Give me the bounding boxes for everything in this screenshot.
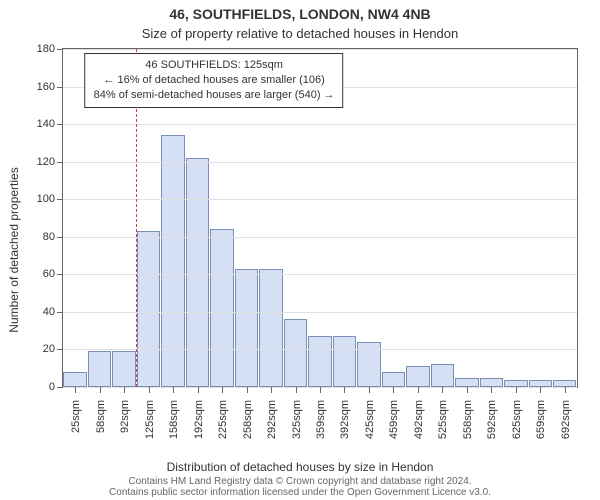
- chart-title-line1: 46, SOUTHFIELDS, LONDON, NW4 4NB: [0, 6, 600, 22]
- x-tick: [173, 387, 174, 393]
- bar: [186, 158, 209, 387]
- bar: [112, 351, 135, 387]
- y-tick-label: 80: [43, 231, 63, 243]
- x-tick: [565, 387, 566, 393]
- x-tick: [418, 387, 419, 393]
- bar: [455, 378, 478, 387]
- x-tick-label: 525sqm: [435, 400, 449, 439]
- x-tick-label: 359sqm: [313, 400, 327, 439]
- x-tick: [467, 387, 468, 393]
- x-tick-label: 125sqm: [142, 400, 156, 439]
- x-tick: [393, 387, 394, 393]
- gridline: [63, 312, 577, 313]
- bar: [406, 366, 429, 387]
- x-tick-label: 58sqm: [93, 400, 107, 433]
- x-tick-label: 258sqm: [240, 400, 254, 439]
- x-tick-label: 92sqm: [117, 400, 131, 433]
- bar: [480, 378, 503, 387]
- bar: [431, 364, 454, 387]
- x-tick-label: 292sqm: [264, 400, 278, 439]
- x-tick: [442, 387, 443, 393]
- x-tick-label: 325sqm: [289, 400, 303, 439]
- y-tick-label: 40: [43, 306, 63, 318]
- bar: [504, 380, 527, 388]
- x-axis-label: Distribution of detached houses by size …: [0, 460, 600, 474]
- x-tick: [100, 387, 101, 393]
- gridline: [63, 237, 577, 238]
- x-tick: [516, 387, 517, 393]
- y-tick-label: 160: [37, 81, 63, 93]
- bar: [308, 336, 331, 387]
- bar: [63, 372, 86, 387]
- bar: [259, 269, 282, 387]
- gridline: [63, 49, 577, 50]
- x-tick: [271, 387, 272, 393]
- bar: [137, 231, 160, 387]
- bar: [88, 351, 111, 387]
- x-tick: [198, 387, 199, 393]
- annotation-line3: 84% of semi-detached houses are larger (…: [94, 88, 335, 103]
- x-tick: [222, 387, 223, 393]
- x-tick: [540, 387, 541, 393]
- bar: [284, 319, 307, 387]
- footnote: Contains HM Land Registry data © Crown c…: [0, 476, 600, 498]
- bar: [382, 372, 405, 387]
- x-tick-label: 392sqm: [337, 400, 351, 439]
- x-tick-label: 558sqm: [460, 400, 474, 439]
- x-tick-label: 492sqm: [411, 400, 425, 439]
- x-tick-label: 692sqm: [558, 400, 572, 439]
- annotation-box: 46 SOUTHFIELDS: 125sqm← 16% of detached …: [85, 53, 344, 108]
- bar: [210, 229, 233, 387]
- chart-title-line2: Size of property relative to detached ho…: [0, 26, 600, 41]
- y-tick-label: 60: [43, 268, 63, 280]
- x-tick-label: 225sqm: [215, 400, 229, 439]
- bar: [529, 380, 552, 388]
- bar: [553, 380, 576, 388]
- gridline: [63, 124, 577, 125]
- plot-area: 02040608010012014016018025sqm58sqm92sqm1…: [62, 48, 578, 388]
- x-tick-label: 659sqm: [533, 400, 547, 439]
- x-tick: [149, 387, 150, 393]
- y-tick-label: 20: [43, 343, 63, 355]
- x-tick-label: 592sqm: [484, 400, 498, 439]
- x-tick-label: 425sqm: [362, 400, 376, 439]
- bar: [235, 269, 258, 387]
- x-tick: [344, 387, 345, 393]
- x-tick-label: 459sqm: [386, 400, 400, 439]
- x-tick-label: 158sqm: [166, 400, 180, 439]
- gridline: [63, 199, 577, 200]
- x-tick: [247, 387, 248, 393]
- y-tick-label: 0: [49, 381, 63, 393]
- y-tick-label: 120: [37, 156, 63, 168]
- x-tick: [320, 387, 321, 393]
- gridline: [63, 274, 577, 275]
- x-tick: [75, 387, 76, 393]
- y-axis-label: Number of detached properties: [7, 167, 21, 332]
- y-tick-label: 140: [37, 118, 63, 130]
- x-tick: [296, 387, 297, 393]
- x-tick-label: 192sqm: [191, 400, 205, 439]
- x-tick: [124, 387, 125, 393]
- annotation-line2: ← 16% of detached houses are smaller (10…: [94, 73, 335, 88]
- y-tick-label: 180: [37, 43, 63, 55]
- y-axis-label-wrap: Number of detached properties: [6, 0, 22, 500]
- x-tick: [491, 387, 492, 393]
- x-tick-label: 625sqm: [509, 400, 523, 439]
- bar: [333, 336, 356, 387]
- x-tick: [369, 387, 370, 393]
- x-tick-label: 25sqm: [68, 400, 82, 433]
- figure: 46, SOUTHFIELDS, LONDON, NW4 4NB Size of…: [0, 0, 600, 500]
- annotation-line1: 46 SOUTHFIELDS: 125sqm: [94, 58, 335, 73]
- gridline: [63, 349, 577, 350]
- y-tick-label: 100: [37, 193, 63, 205]
- gridline: [63, 162, 577, 163]
